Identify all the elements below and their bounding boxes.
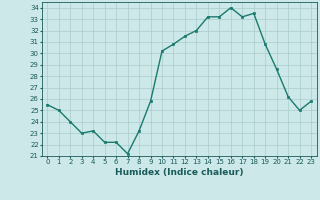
X-axis label: Humidex (Indice chaleur): Humidex (Indice chaleur)	[115, 168, 244, 177]
